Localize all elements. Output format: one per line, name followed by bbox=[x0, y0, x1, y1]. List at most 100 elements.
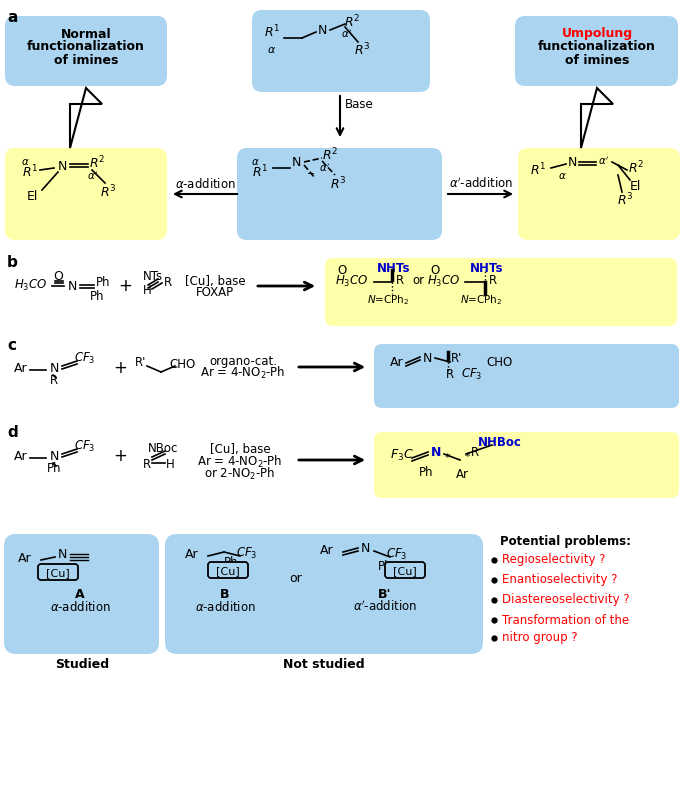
Text: R: R bbox=[143, 459, 151, 472]
Text: $\alpha$: $\alpha$ bbox=[251, 157, 260, 167]
Text: Ph: Ph bbox=[96, 275, 110, 289]
Text: [Cu]: [Cu] bbox=[393, 566, 417, 576]
Text: N: N bbox=[291, 156, 301, 169]
Text: $R^2$: $R^2$ bbox=[344, 14, 360, 30]
Text: R': R' bbox=[451, 353, 462, 365]
Text: Ar: Ar bbox=[14, 449, 27, 463]
FancyBboxPatch shape bbox=[5, 16, 167, 86]
Text: $\alpha$-addition: $\alpha$-addition bbox=[175, 177, 236, 191]
Text: [Cu]: [Cu] bbox=[216, 566, 240, 576]
Text: Ph: Ph bbox=[47, 463, 61, 476]
Text: Ar = 4-NO$_2$-Ph: Ar = 4-NO$_2$-Ph bbox=[200, 365, 286, 381]
Text: b: b bbox=[7, 255, 18, 270]
Text: $R^3$: $R^3$ bbox=[100, 184, 116, 200]
Text: Diastereoselectivity ?: Diastereoselectivity ? bbox=[502, 594, 630, 606]
Text: $\alpha'$-addition: $\alpha'$-addition bbox=[353, 600, 417, 614]
Text: N: N bbox=[431, 445, 441, 459]
Text: CHO: CHO bbox=[170, 358, 196, 370]
Text: B': B' bbox=[378, 587, 392, 601]
Text: [Cu]: [Cu] bbox=[46, 568, 70, 578]
Text: $CF_3$: $CF_3$ bbox=[236, 546, 258, 560]
Text: R: R bbox=[164, 276, 172, 290]
FancyBboxPatch shape bbox=[252, 10, 430, 92]
Text: $R^1$: $R^1$ bbox=[252, 164, 268, 180]
Text: $H_3CO$: $H_3CO$ bbox=[335, 274, 369, 289]
FancyBboxPatch shape bbox=[5, 148, 167, 240]
Text: $CF_3$: $CF_3$ bbox=[386, 547, 408, 562]
FancyBboxPatch shape bbox=[38, 564, 78, 580]
Text: $R^2$: $R^2$ bbox=[322, 147, 338, 164]
Text: $R^3$: $R^3$ bbox=[616, 192, 633, 208]
Text: Ph: Ph bbox=[377, 559, 393, 572]
Text: R: R bbox=[50, 374, 58, 388]
Text: Not studied: Not studied bbox=[283, 658, 365, 671]
Text: nitro group ?: nitro group ? bbox=[502, 631, 577, 645]
Text: Ph: Ph bbox=[90, 290, 104, 303]
Text: $R^1$: $R^1$ bbox=[264, 24, 280, 41]
Text: Studied: Studied bbox=[55, 658, 109, 671]
Text: *: * bbox=[464, 452, 470, 462]
Text: El: El bbox=[630, 180, 640, 193]
Text: N: N bbox=[49, 361, 59, 374]
Text: NHTs: NHTs bbox=[470, 263, 503, 275]
Text: N: N bbox=[67, 279, 77, 293]
Text: NHTs: NHTs bbox=[377, 263, 411, 275]
Text: $\alpha'$: $\alpha'$ bbox=[319, 162, 331, 174]
Text: $H_3CO$: $H_3CO$ bbox=[427, 274, 460, 289]
FancyBboxPatch shape bbox=[208, 562, 248, 578]
Text: NBoc: NBoc bbox=[148, 441, 178, 455]
Text: $\alpha'$: $\alpha'$ bbox=[599, 155, 610, 168]
Text: functionalization: functionalization bbox=[538, 41, 656, 53]
Text: functionalization: functionalization bbox=[27, 41, 145, 53]
Text: N: N bbox=[317, 23, 327, 37]
Text: FOXAP: FOXAP bbox=[196, 286, 234, 298]
Text: +: + bbox=[118, 277, 132, 295]
Text: Ph: Ph bbox=[419, 465, 433, 479]
Text: $CF_3$: $CF_3$ bbox=[461, 366, 483, 381]
Text: $\alpha$-addition: $\alpha$-addition bbox=[49, 600, 110, 614]
FancyBboxPatch shape bbox=[374, 344, 679, 408]
Text: NTs: NTs bbox=[143, 270, 163, 282]
Text: Potential problems:: Potential problems: bbox=[500, 535, 631, 548]
Text: Ar = 4-NO$_2$-Ph: Ar = 4-NO$_2$-Ph bbox=[197, 454, 283, 470]
Text: R: R bbox=[396, 274, 404, 286]
Text: O: O bbox=[338, 264, 347, 278]
Text: Ar: Ar bbox=[320, 543, 334, 556]
Text: Normal: Normal bbox=[61, 27, 111, 41]
Text: organo-cat.: organo-cat. bbox=[209, 354, 277, 368]
Text: Ar: Ar bbox=[18, 551, 32, 564]
Text: [Cu], base: [Cu], base bbox=[210, 444, 271, 456]
Text: Ar: Ar bbox=[14, 361, 27, 374]
Text: c: c bbox=[7, 338, 16, 353]
Text: $R^3$: $R^3$ bbox=[329, 176, 346, 192]
Text: Enantioselectivity ?: Enantioselectivity ? bbox=[502, 574, 617, 587]
Text: $H_3CO$: $H_3CO$ bbox=[14, 278, 47, 293]
Text: a: a bbox=[7, 10, 17, 25]
Text: *: * bbox=[444, 453, 450, 463]
Text: $R^1$: $R^1$ bbox=[530, 162, 546, 178]
FancyBboxPatch shape bbox=[237, 148, 442, 240]
FancyBboxPatch shape bbox=[374, 432, 679, 498]
Text: $\alpha'$: $\alpha'$ bbox=[88, 170, 99, 182]
Text: CHO: CHO bbox=[487, 355, 513, 369]
Text: N: N bbox=[567, 156, 577, 168]
Text: El: El bbox=[26, 191, 38, 203]
Text: or: or bbox=[290, 571, 302, 584]
Text: Base: Base bbox=[345, 98, 374, 112]
Text: O: O bbox=[53, 270, 63, 282]
Text: N: N bbox=[360, 543, 370, 555]
Text: Transformation of the: Transformation of the bbox=[502, 614, 629, 626]
Text: Ph: Ph bbox=[224, 556, 238, 570]
Text: NHBoc: NHBoc bbox=[478, 437, 522, 449]
Text: Ar: Ar bbox=[185, 547, 199, 560]
Text: $\alpha$: $\alpha$ bbox=[267, 45, 277, 55]
Text: $\alpha'$: $\alpha'$ bbox=[341, 28, 353, 40]
Text: $^-$: $^-$ bbox=[304, 170, 316, 184]
Text: R: R bbox=[446, 368, 454, 381]
Text: R: R bbox=[471, 445, 479, 459]
FancyBboxPatch shape bbox=[515, 16, 678, 86]
Text: or: or bbox=[412, 275, 424, 287]
Text: $N$=CPh$_2$: $N$=CPh$_2$ bbox=[460, 293, 502, 307]
Text: H: H bbox=[166, 459, 175, 472]
Text: N: N bbox=[58, 160, 66, 172]
